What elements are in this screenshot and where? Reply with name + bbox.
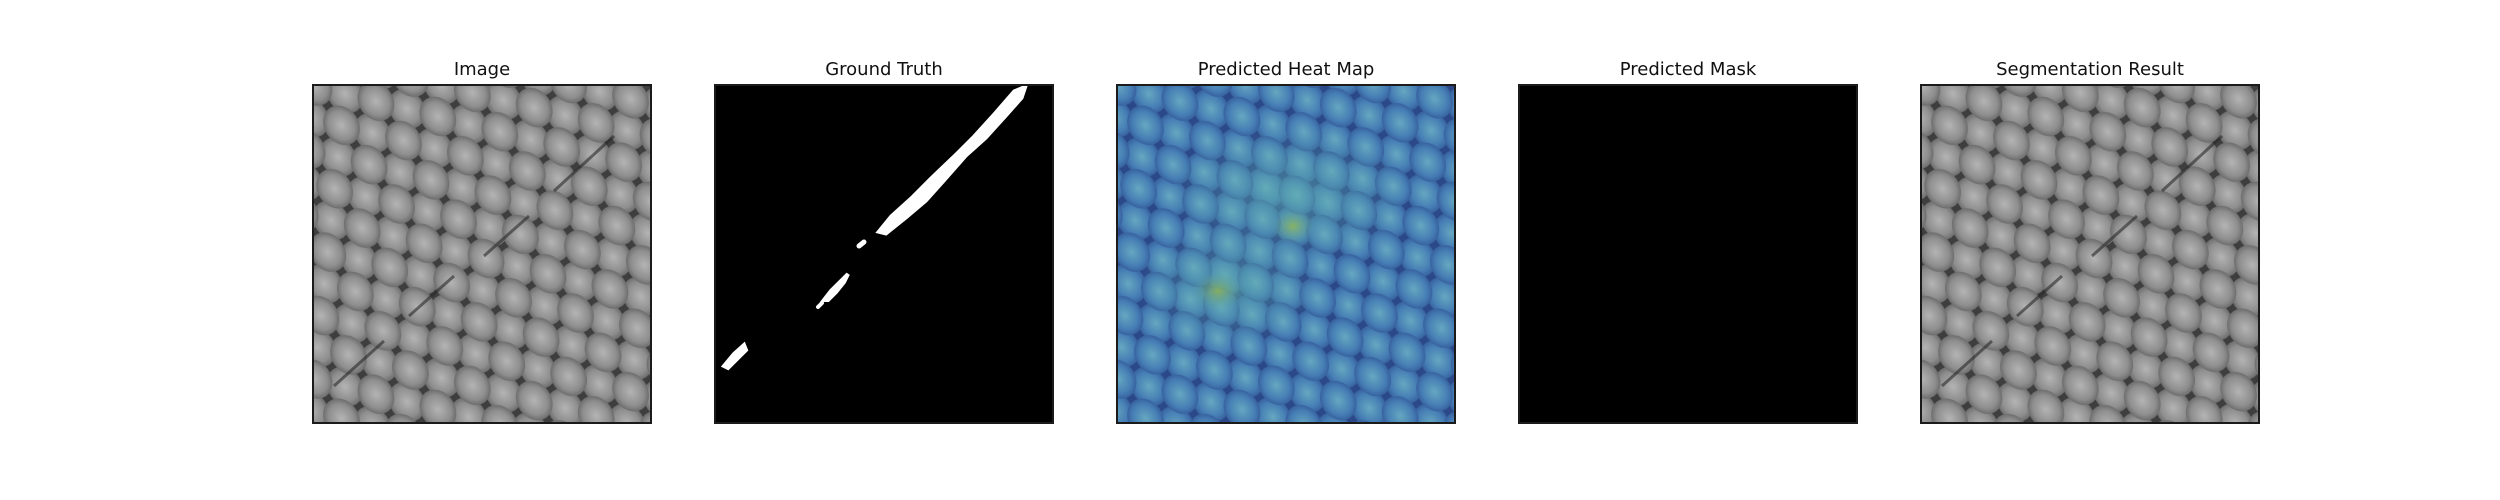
panel-title-predicted-mask: Predicted Mask [1619, 59, 1757, 80]
fabric-texture-image [314, 86, 650, 422]
panel-title-segmentation-result: Segmentation Result [1996, 59, 2184, 80]
panel-title-ground-truth: Ground Truth [825, 59, 943, 80]
predicted-mask [1518, 84, 1858, 424]
segmentation-result-image [1922, 86, 2258, 422]
heatmap-overlay [1116, 84, 1456, 424]
panel-title-image: Image [453, 59, 511, 80]
panel-title-heatmap: Predicted Heat Map [1197, 59, 1375, 80]
predicted-mask-image [1520, 86, 1856, 422]
heatmap-image [1118, 86, 1454, 422]
ground-truth-image [716, 86, 1052, 422]
segmentation-result [1920, 84, 2260, 424]
ground-truth-mask [714, 84, 1054, 424]
input-image [312, 84, 652, 424]
